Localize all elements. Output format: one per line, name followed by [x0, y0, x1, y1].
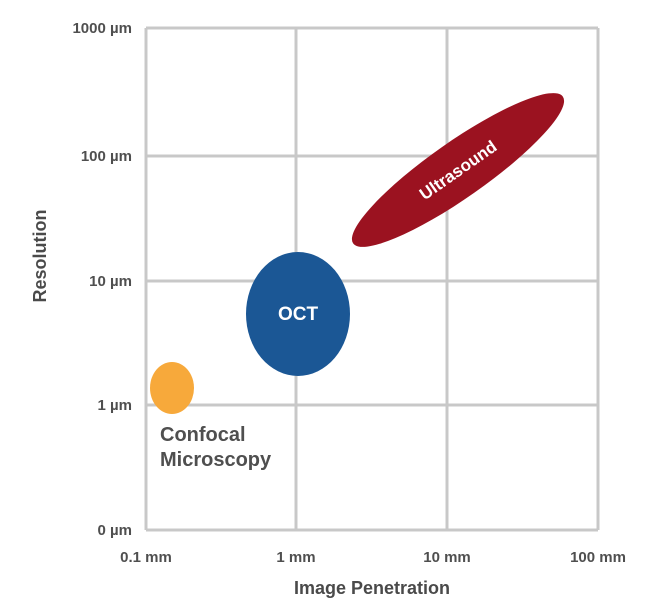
y-tick-label: 0 µm [98, 522, 133, 539]
region-ultrasound: Ultrasound [351, 93, 565, 247]
y-tick-label: 10 µm [89, 273, 132, 290]
x-tick-label: 100 mm [570, 549, 626, 566]
region-label: OCT [278, 304, 319, 325]
grid-lines [144, 26, 600, 532]
x-axis-title: Image Penetration [294, 578, 450, 598]
region-label: Confocal [160, 424, 246, 446]
y-axis-title: Resolution [30, 210, 50, 303]
y-tick-label: 1 µm [98, 397, 133, 414]
region-shape [246, 252, 350, 376]
y-tick-label: 1000 µm [72, 20, 132, 37]
region-shape [351, 93, 565, 247]
x-tick-label: 1 mm [276, 549, 315, 566]
x-tick-label: 10 mm [423, 549, 471, 566]
y-axis-tick-labels: 0 µm 1 µm 10 µm 100 µm 1000 µm [72, 20, 132, 539]
x-axis-tick-labels: 0.1 mm 1 mm 10 mm 100 mm [120, 549, 626, 566]
y-tick-label: 100 µm [81, 148, 132, 165]
region-oct: OCT [246, 252, 350, 376]
imaging-regions: Confocal Microscopy OCT Ultrasound [150, 93, 565, 471]
region-confocal-microscopy: Confocal Microscopy [150, 362, 272, 471]
region-shape [150, 362, 194, 414]
x-tick-label: 0.1 mm [120, 549, 172, 566]
region-label: Microscopy [160, 449, 272, 471]
